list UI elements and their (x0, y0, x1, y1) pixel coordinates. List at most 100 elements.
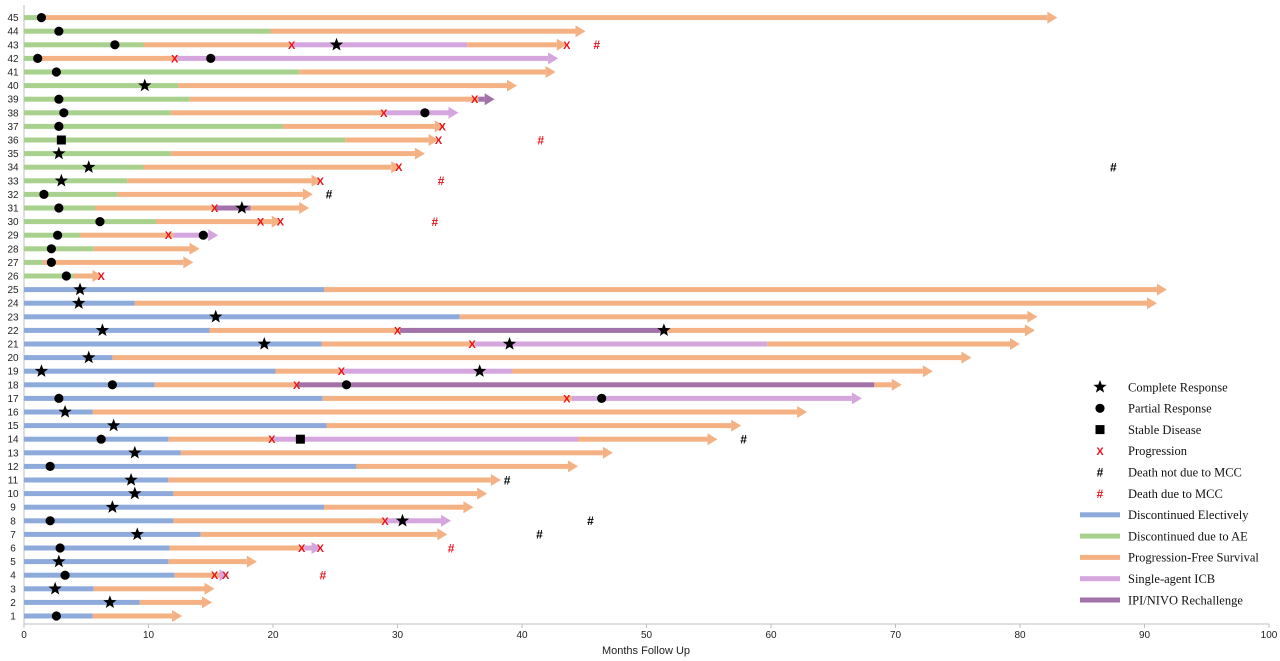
bar-segment-pfs (38, 15, 1048, 21)
marker-death-other: # (740, 433, 747, 447)
y-tick-label: 19 (7, 367, 19, 378)
bar-segment-electively (24, 341, 322, 347)
marker-pr (54, 94, 64, 104)
y-tick-label: 2 (10, 598, 16, 609)
marker-death-mcc: # (438, 174, 445, 188)
bar-arrowhead-pfs (204, 582, 215, 595)
bar-arrowhead-pfs (602, 446, 613, 459)
bar-segment-electively (24, 409, 93, 415)
bar-segment-electively (24, 395, 323, 401)
bar-arrowhead-pfs (1156, 283, 1167, 296)
marker-cr (58, 405, 72, 418)
bar-arrowhead-pfs (299, 202, 310, 214)
y-tick-label: 40 (7, 81, 19, 92)
bar-segment-pfs (173, 518, 386, 524)
bar-segment-pfs (170, 151, 415, 157)
marker-progression: X (435, 135, 443, 147)
y-tick-label: 18 (7, 380, 19, 391)
axes: 0 10 20 30 40 50 60 70 80 90 100123456789101112131… (7, 5, 1278, 641)
bar-arrowhead-pfs (731, 419, 742, 432)
marker-death-other: # (504, 473, 511, 487)
bar-segment-ae (24, 110, 171, 116)
patient-bars (24, 11, 1167, 622)
bar-segment-pfs (143, 42, 292, 48)
marker-death-mcc: # (319, 569, 326, 583)
y-tick-label: 41 (7, 68, 19, 79)
marker-pr (51, 67, 61, 77)
marker-progression: X (381, 516, 389, 528)
y-tick-label: 45 (7, 13, 19, 24)
bar-arrowhead-pfs (434, 120, 445, 133)
y-tick-label: 12 (7, 462, 19, 473)
x-tick-label: 10 (143, 630, 155, 641)
bar-segment-pfs (112, 355, 962, 361)
marker-cr (395, 513, 410, 527)
bar-arrowhead-pfs (961, 351, 972, 364)
bar-segment-ae (24, 232, 81, 238)
bar-segment-ae (24, 273, 74, 279)
bar-segment-electively (24, 477, 169, 483)
bar-segment-electively (24, 572, 175, 578)
legend-label-single: Single-agent ICB (1128, 572, 1215, 586)
bar-segment-ae (24, 83, 179, 89)
marker-progression: X (288, 40, 296, 52)
bar-arrowhead-single (208, 229, 219, 242)
bar-segment-pfs (189, 96, 479, 102)
marker-progression: X (222, 570, 230, 582)
bar-arrowhead-pfs (507, 79, 518, 92)
bar-segment-ae (24, 151, 171, 157)
bar-segment-single (291, 42, 468, 48)
marker-pr (45, 516, 55, 526)
bar-segment-pfs (270, 28, 576, 34)
bar-segment-ae (24, 69, 300, 75)
y-tick-label: 15 (7, 421, 19, 432)
marker-cr (124, 473, 138, 486)
bar-segment-pfs (321, 341, 475, 347)
y-tick-label: 37 (7, 122, 19, 133)
legend-marker-prog: X (1096, 446, 1104, 458)
y-tick-label: 24 (7, 299, 19, 310)
marker-progression: X (471, 94, 479, 106)
bar-arrowhead-pfs (1027, 310, 1038, 323)
marker-cr (128, 486, 142, 500)
marker-cr (657, 323, 671, 337)
bar-arrowhead-pfs (891, 378, 902, 391)
marker-pr (33, 53, 43, 64)
bar-segment-pfs (168, 477, 491, 483)
y-tick-label: 5 (10, 557, 16, 568)
bar-segment-pfs (275, 368, 343, 374)
bar-arrowhead-single (548, 52, 559, 65)
marker-progression: X (165, 230, 173, 242)
y-tick-label: 32 (7, 190, 19, 201)
marker-progression: X (298, 543, 306, 555)
marker-pr (597, 393, 607, 403)
y-tick-label: 1 (10, 612, 16, 623)
x-tick-label: 20 (267, 630, 279, 641)
bar-segment-pfs (168, 436, 273, 442)
marker-cr (52, 146, 66, 160)
bar-segment-pfs (80, 232, 174, 238)
bar-segment-electively (24, 491, 174, 497)
bar-segment-electively (24, 450, 181, 456)
legend-marker-dm: # (1097, 487, 1104, 501)
bar-segment-pfs (250, 205, 300, 211)
marker-cr (95, 323, 110, 337)
bar-arrowhead-pfs (246, 555, 257, 568)
marker-cr (257, 337, 271, 350)
bar-segment-electively (24, 504, 325, 510)
marker-cr (473, 364, 487, 377)
legend-label-dnm: Death not due to MCC (1128, 466, 1242, 480)
marker-death-mcc: # (537, 133, 544, 147)
marker-pr (110, 40, 120, 50)
bar-segment-electively (24, 518, 174, 524)
legend-marker-sd (1095, 425, 1105, 435)
bar-segment-pfs (322, 395, 572, 401)
bar-segment-pfs (154, 382, 298, 388)
marker-progression: X (317, 543, 325, 555)
bar-segment-ae (24, 96, 190, 102)
legend-label-ipinivo: IPI/NIVO Rechallenge (1128, 593, 1243, 607)
marker-cr (73, 282, 87, 296)
bar-segment-electively (24, 545, 170, 551)
y-tick-label: 7 (10, 530, 16, 541)
